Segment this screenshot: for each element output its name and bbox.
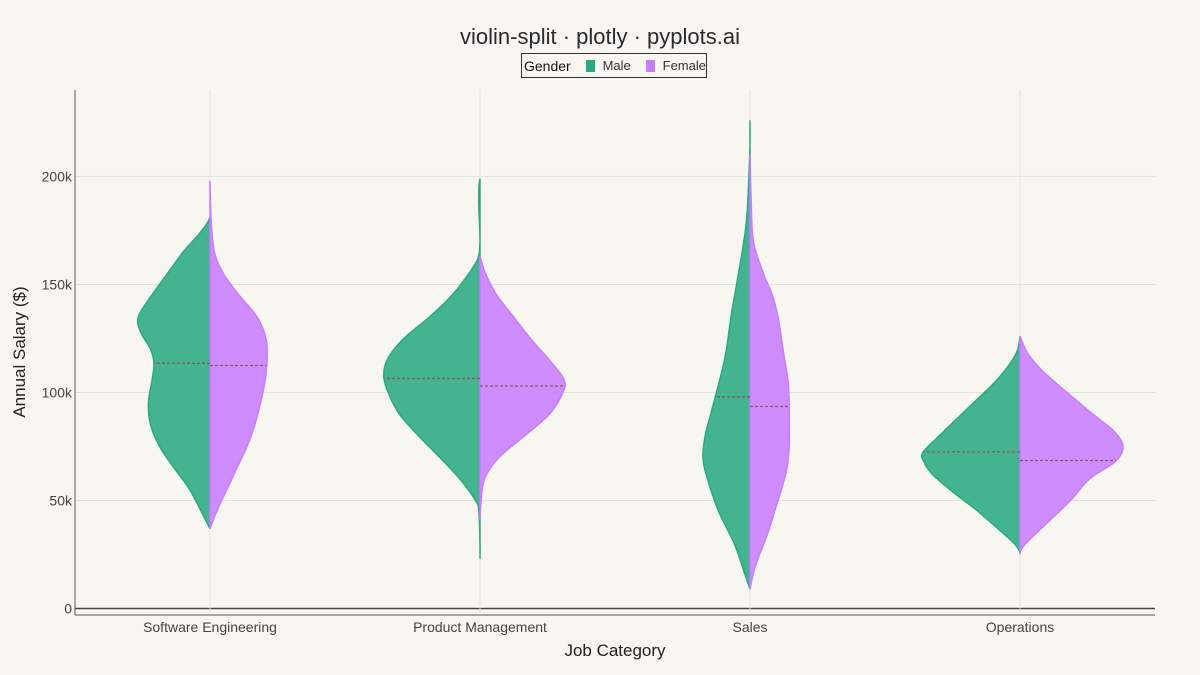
violin-female-software-engineering — [209, 180, 269, 529]
y-axis-title: Annual Salary ($) — [10, 286, 29, 418]
x-axis-title: Job Category — [564, 641, 666, 660]
violin-male-software-engineering — [136, 214, 211, 529]
y-tick-label: 200k — [42, 168, 73, 184]
violin-female-operations — [1019, 335, 1124, 555]
y-tick-label: 50k — [49, 492, 73, 508]
x-tick-label: Operations — [986, 619, 1054, 635]
violin-female-product-management — [479, 256, 567, 520]
x-tick-label: Product Management — [413, 619, 547, 635]
legend-label-male[interactable]: Male — [602, 58, 631, 73]
legend-swatch-male[interactable] — [585, 59, 595, 72]
chart-title: violin-split · plotly · pyplots.ai — [460, 24, 740, 49]
legend-title: Gender — [524, 57, 571, 74]
median-layer — [153, 362, 1116, 462]
violin-layer — [136, 120, 1124, 590]
violin-female-sales — [749, 154, 791, 590]
legend: Gender Male Female — [521, 53, 707, 78]
x-tick-label: Sales — [732, 619, 767, 635]
y-tick-label: 0 — [64, 601, 72, 617]
violin-male-operations — [920, 336, 1021, 555]
axis-layer: 0 50k 100k 150k 200k Software Engineering Prod… — [42, 90, 1155, 635]
violin-male-sales — [702, 120, 751, 590]
y-tick-label: 150k — [42, 276, 73, 292]
x-tick-label: Software Engineering — [143, 619, 277, 635]
y-tick-label: 100k — [42, 384, 73, 400]
legend-label-female[interactable]: Female — [662, 58, 706, 73]
legend-swatch-female[interactable] — [645, 59, 655, 72]
violin-male-product-management — [382, 178, 481, 559]
